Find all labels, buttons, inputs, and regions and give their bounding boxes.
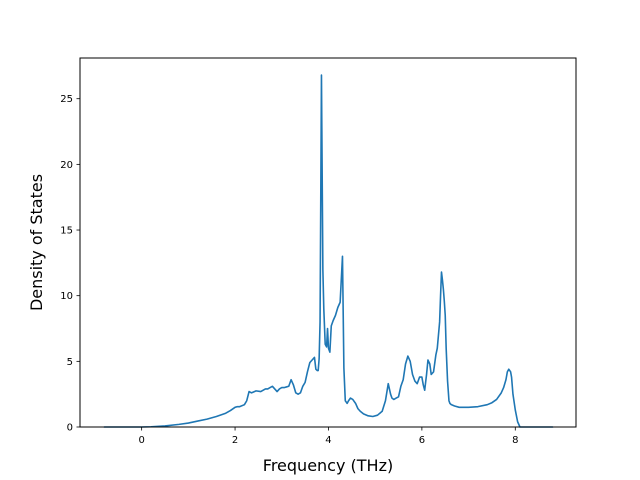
y-tick-label: 5 [67, 357, 73, 368]
y-axis-label: Density of States [27, 174, 46, 311]
x-tick-label: 4 [325, 435, 331, 446]
x-tick-label: 0 [138, 435, 144, 446]
x-tick-label: 6 [419, 435, 425, 446]
x-axis-label: Frequency (THz) [263, 456, 393, 475]
ticks: 0 2 4 6 8 0 5 10 15 20 25 [60, 94, 518, 446]
y-tick-label: 15 [60, 226, 73, 237]
axes-frame [79, 57, 577, 428]
x-tick-label: 2 [232, 435, 238, 446]
y-tick-label: 25 [60, 94, 73, 105]
y-tick-label: 0 [67, 423, 73, 434]
y-tick-label: 10 [60, 291, 73, 302]
dos-series-line [103, 74, 554, 428]
x-tick-label: 8 [512, 435, 518, 446]
plot-area [103, 74, 554, 428]
y-tick-label: 20 [60, 160, 73, 171]
